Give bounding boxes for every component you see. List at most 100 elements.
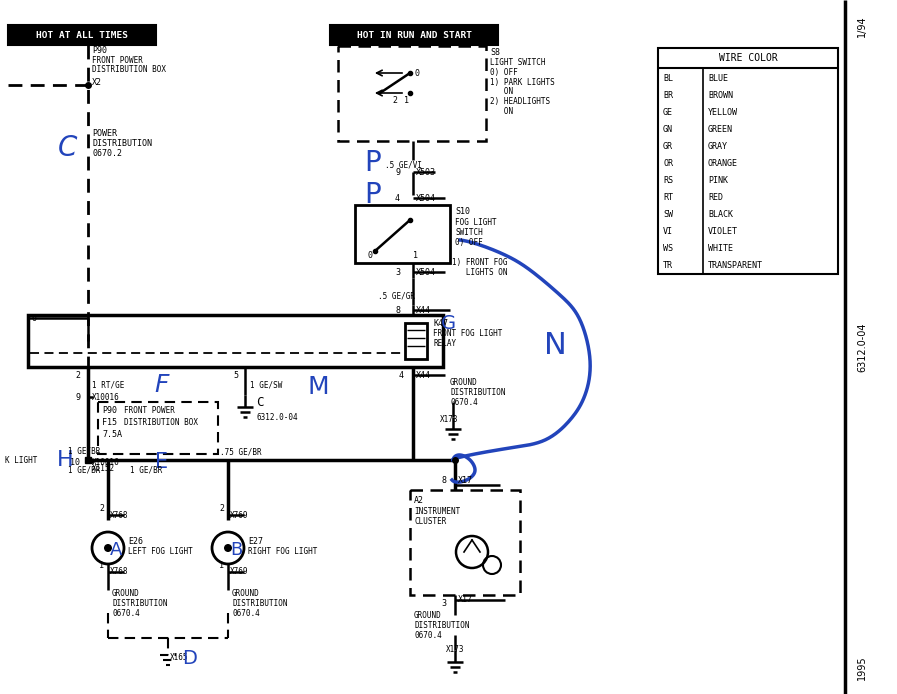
Text: TR: TR: [663, 261, 673, 270]
Bar: [28, 315, 443, 367]
Text: X173: X173: [446, 645, 465, 654]
Text: X173: X173: [440, 414, 458, 423]
Text: M: M: [307, 375, 329, 399]
Text: N: N: [544, 330, 566, 359]
Text: DISTRIBUTION: DISTRIBUTION: [450, 387, 506, 396]
Text: X17: X17: [458, 595, 473, 604]
Text: VI: VI: [663, 227, 673, 236]
Text: GE: GE: [663, 108, 673, 117]
Text: 3: 3: [395, 267, 400, 276]
Text: 6312.0-04: 6312.0-04: [256, 412, 298, 421]
Text: CLUSTER: CLUSTER: [414, 518, 447, 527]
Text: BL: BL: [663, 74, 673, 83]
Text: F15: F15: [102, 418, 117, 427]
Text: 2) HEADLIGHTS: 2) HEADLIGHTS: [490, 96, 550, 105]
Text: GROUND: GROUND: [450, 378, 478, 387]
Text: 10: 10: [70, 457, 80, 466]
Text: 0670.2: 0670.2: [92, 149, 122, 158]
Text: WHITE: WHITE: [708, 244, 733, 253]
Text: 6312.0-04: 6312.0-04: [857, 322, 867, 372]
Text: 0) OFF: 0) OFF: [455, 237, 483, 246]
Text: X10016: X10016: [92, 457, 120, 466]
Text: POWER: POWER: [92, 128, 117, 137]
Circle shape: [104, 544, 112, 552]
Text: RELAY: RELAY: [433, 339, 457, 348]
Text: 1) PARK LIGHTS: 1) PARK LIGHTS: [490, 78, 554, 87]
Text: 4: 4: [399, 371, 404, 380]
Text: P: P: [364, 181, 381, 209]
Text: LEFT FOG LIGHT: LEFT FOG LIGHT: [128, 548, 193, 557]
Text: 1: 1: [219, 561, 224, 570]
Text: 2: 2: [219, 504, 224, 512]
Text: BROWN: BROWN: [708, 91, 733, 100]
Text: 0) OFF: 0) OFF: [490, 67, 518, 76]
Text: X1152: X1152: [92, 464, 115, 473]
Text: DISTRIBUTION BOX: DISTRIBUTION BOX: [92, 65, 166, 74]
Text: 1 GE/BR: 1 GE/BR: [130, 466, 162, 475]
Text: X44: X44: [416, 371, 431, 380]
Text: ORANGE: ORANGE: [708, 159, 738, 168]
Text: 8: 8: [441, 475, 446, 484]
Text: 8: 8: [395, 305, 400, 314]
Text: PINK: PINK: [708, 176, 728, 185]
Text: A: A: [109, 541, 122, 559]
Text: TRANSPARENT: TRANSPARENT: [708, 261, 763, 270]
Text: .5 GE/VI: .5 GE/VI: [385, 160, 422, 169]
Text: 9: 9: [75, 393, 80, 402]
Text: BR: BR: [663, 91, 673, 100]
Text: 2: 2: [75, 371, 80, 380]
Text: C: C: [58, 134, 78, 162]
Text: 7.5A: 7.5A: [102, 430, 122, 439]
Text: A2: A2: [414, 496, 424, 505]
Text: WS: WS: [663, 244, 673, 253]
Text: X10016: X10016: [92, 393, 120, 402]
Bar: [8, 25, 156, 45]
Text: 0670.4: 0670.4: [414, 631, 441, 639]
Text: F: F: [155, 373, 170, 397]
Text: 1 RT/GE: 1 RT/GE: [92, 380, 125, 389]
Text: 1/94: 1/94: [857, 15, 867, 37]
Text: P: P: [364, 149, 381, 177]
Text: HOT AT ALL TIMES: HOT AT ALL TIMES: [36, 31, 128, 40]
Bar: [405, 323, 427, 359]
Circle shape: [224, 544, 232, 552]
Text: RED: RED: [708, 193, 723, 202]
Text: 1 GE/BR: 1 GE/BR: [68, 446, 100, 455]
Text: 0670.4: 0670.4: [450, 398, 478, 407]
Text: SW: SW: [663, 210, 673, 219]
Text: X504: X504: [416, 194, 436, 203]
Text: FRONT POWER: FRONT POWER: [92, 56, 143, 65]
Text: X503: X503: [416, 167, 436, 176]
Text: 3: 3: [441, 598, 446, 607]
Bar: [410, 490, 520, 595]
Text: X769: X769: [230, 511, 248, 520]
Text: C: C: [256, 396, 264, 409]
Text: E26: E26: [128, 537, 143, 546]
Text: 5: 5: [233, 371, 238, 380]
Text: GROUND: GROUND: [112, 589, 140, 598]
Text: DISTRIBUTION BOX: DISTRIBUTION BOX: [124, 418, 198, 427]
Text: SWITCH: SWITCH: [455, 228, 483, 237]
Text: 0: 0: [414, 69, 419, 78]
Text: GREEN: GREEN: [708, 125, 733, 134]
Text: X165: X165: [170, 654, 188, 663]
Text: ON: ON: [490, 106, 513, 115]
Text: ON: ON: [490, 87, 513, 96]
Text: BLUE: BLUE: [708, 74, 728, 83]
Text: P90: P90: [92, 46, 107, 55]
Text: FOG LIGHT: FOG LIGHT: [455, 217, 497, 226]
Text: .75 GE/BR: .75 GE/BR: [220, 448, 262, 457]
Text: LIGHT SWITCH: LIGHT SWITCH: [490, 58, 545, 67]
Text: X44: X44: [416, 305, 431, 314]
Text: H: H: [57, 450, 74, 470]
Text: E27: E27: [248, 537, 263, 546]
Text: GN: GN: [663, 125, 673, 134]
Text: 6: 6: [31, 314, 36, 323]
Text: RT: RT: [663, 193, 673, 202]
Text: G: G: [440, 314, 456, 332]
Bar: [355, 205, 450, 263]
Text: X769: X769: [230, 568, 248, 577]
Bar: [658, 48, 838, 274]
Text: 0670.4: 0670.4: [232, 609, 260, 618]
Text: K LIGHT: K LIGHT: [5, 455, 38, 464]
